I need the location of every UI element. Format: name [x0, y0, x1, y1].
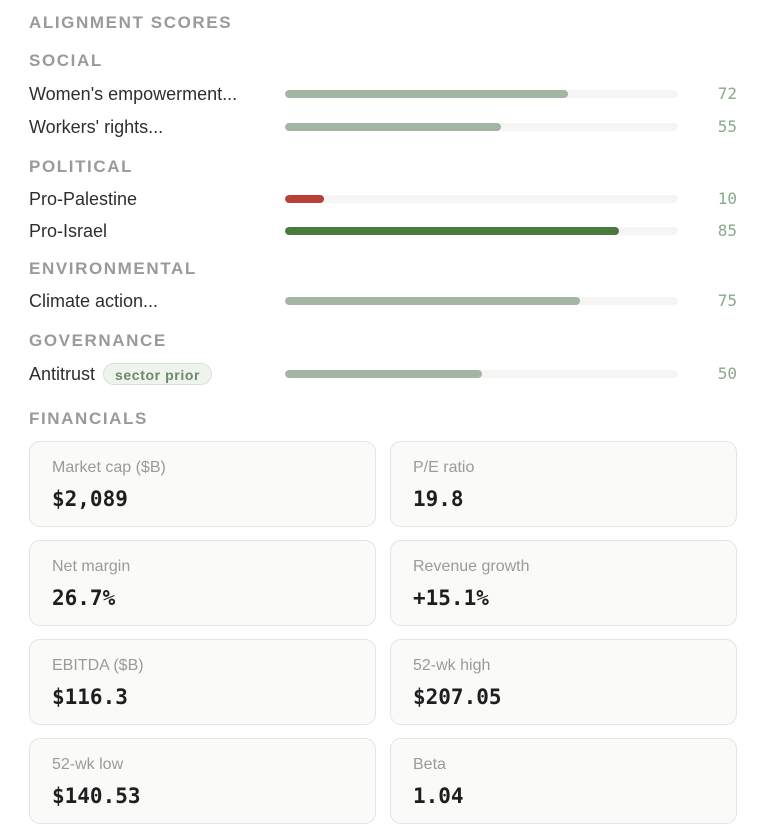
- metric-card-pe-ratio: P/E ratio 19.8: [390, 441, 737, 527]
- score-bar-fill: [285, 195, 325, 203]
- metric-label: Beta: [413, 756, 446, 773]
- score-bar-fill: [285, 90, 568, 98]
- score-bar-fill: [285, 370, 482, 378]
- metric-value: $207.05: [413, 685, 502, 709]
- score-bar-fill: [285, 297, 580, 305]
- score-row-womens-empowerment: Women's empowerment... 72: [29, 83, 737, 105]
- metric-label: 52-wk low: [52, 756, 124, 773]
- score-bar-track: [285, 297, 678, 305]
- score-value: 85: [717, 221, 737, 240]
- score-value: 50: [717, 364, 737, 383]
- score-bar-track: [285, 227, 678, 235]
- financials-grid: Market cap ($B) $2,089 P/E ratio 19.8 Ne…: [29, 441, 737, 824]
- score-label: Women's empowerment...: [29, 84, 238, 104]
- score-label-text: Antitrust: [29, 364, 96, 384]
- score-bar-track: [285, 90, 678, 98]
- score-row-pro-israel: Pro-Israel 85: [29, 220, 737, 242]
- section-heading-social: SOCIAL: [29, 51, 103, 70]
- metric-value: 19.8: [413, 487, 464, 511]
- metric-card-52wk-high: 52-wk high $207.05: [390, 639, 737, 725]
- section-heading-political: POLITICAL: [29, 157, 134, 176]
- score-row-antitrust: Antitrust sector prior 50: [29, 363, 737, 385]
- metric-value: $140.53: [52, 784, 141, 808]
- score-value: 75: [717, 291, 737, 310]
- metric-label: EBITDA ($B): [52, 657, 144, 674]
- section-heading-governance: GOVERNANCE: [29, 331, 167, 350]
- score-label: Antitrust sector prior: [29, 363, 213, 385]
- metric-card-ebitda: EBITDA ($B) $116.3: [29, 639, 376, 725]
- metric-card-revenue-growth: Revenue growth +15.1%: [390, 540, 737, 626]
- score-label: Pro-Israel: [29, 221, 108, 241]
- metric-label: Revenue growth: [413, 558, 530, 575]
- financials-heading: FINANCIALS: [29, 409, 148, 428]
- metric-value: $116.3: [52, 685, 128, 709]
- score-label: Climate action...: [29, 291, 159, 311]
- score-value: 55: [717, 117, 737, 136]
- score-value: 10: [717, 189, 737, 208]
- metric-card-52wk-low: 52-wk low $140.53: [29, 738, 376, 824]
- section-heading-environmental: ENVIRONMENTAL: [29, 259, 197, 278]
- sector-prior-badge: sector prior: [103, 363, 213, 385]
- score-label: Workers' rights...: [29, 117, 164, 137]
- metric-label: Market cap ($B): [52, 459, 166, 476]
- metric-label: 52-wk high: [413, 657, 491, 674]
- score-bar-fill: [285, 227, 620, 235]
- metric-label: P/E ratio: [413, 459, 475, 476]
- score-bar-track: [285, 123, 678, 131]
- score-row-pro-palestine: Pro-Palestine 10: [29, 188, 737, 210]
- metric-value: 26.7%: [52, 586, 116, 610]
- metric-value: $2,089: [52, 487, 128, 511]
- metric-card-market-cap: Market cap ($B) $2,089: [29, 441, 376, 527]
- score-bar-track: [285, 370, 678, 378]
- score-label: Pro-Palestine: [29, 189, 138, 209]
- metric-card-beta: Beta 1.04: [390, 738, 737, 824]
- score-bar-fill: [285, 123, 502, 131]
- alignment-scores-heading: ALIGNMENT SCORES: [29, 13, 233, 32]
- score-row-climate-action: Climate action... 75: [29, 290, 737, 312]
- metric-card-net-margin: Net margin 26.7%: [29, 540, 376, 626]
- metric-label: Net margin: [52, 558, 131, 575]
- score-bar-track: [285, 195, 678, 203]
- metric-value: 1.04: [413, 784, 464, 808]
- metric-value: +15.1%: [413, 586, 489, 610]
- score-row-workers-rights: Workers' rights... 55: [29, 116, 737, 138]
- score-value: 72: [717, 84, 737, 103]
